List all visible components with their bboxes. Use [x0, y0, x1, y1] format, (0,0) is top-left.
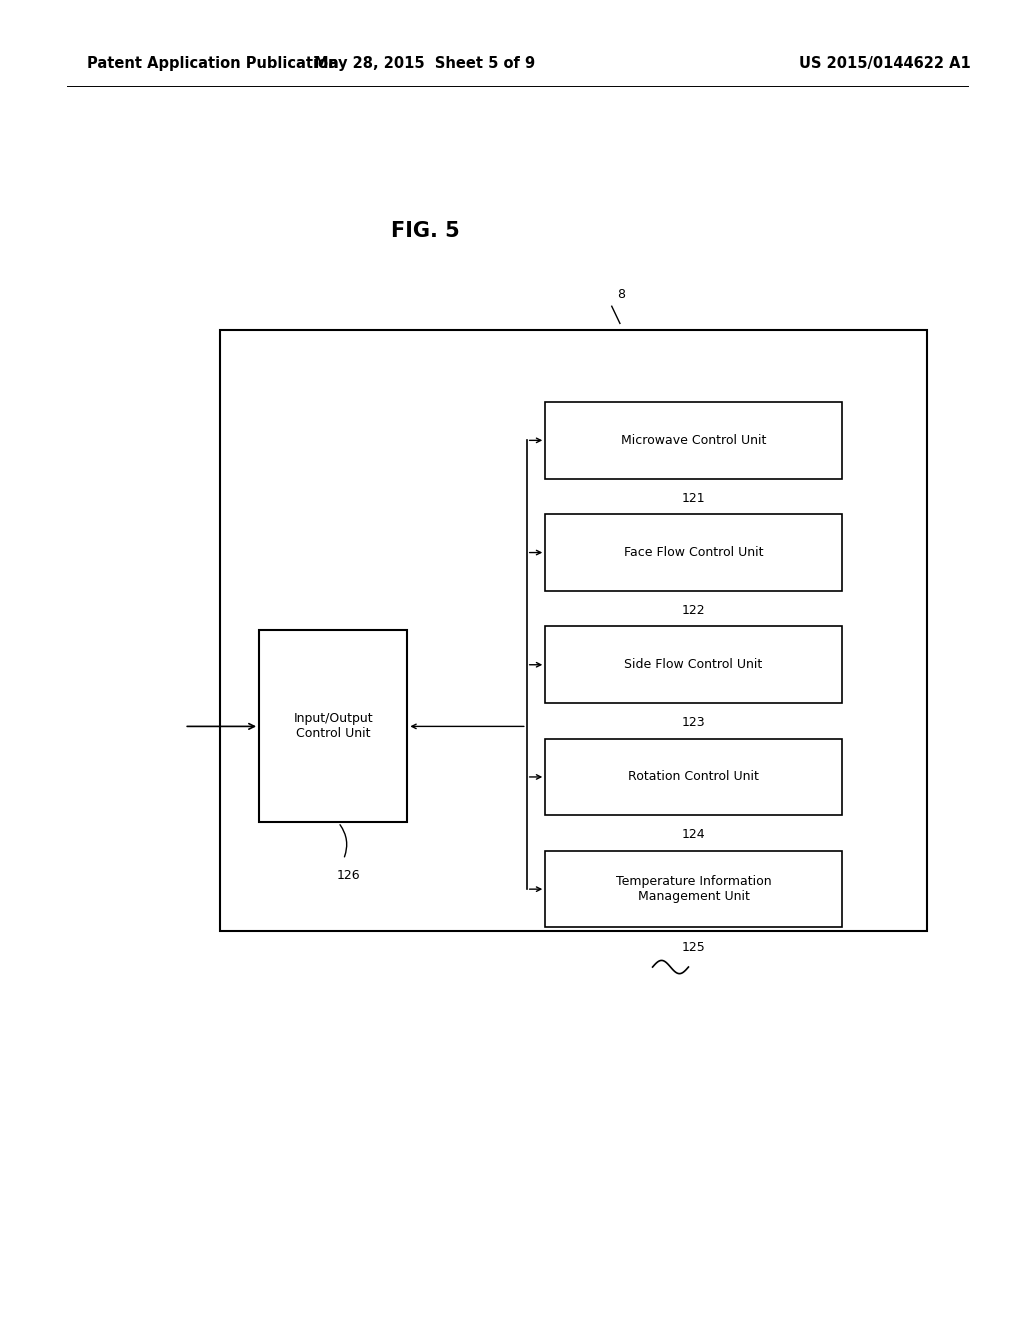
Text: 121: 121	[682, 492, 706, 504]
Text: May 28, 2015  Sheet 5 of 9: May 28, 2015 Sheet 5 of 9	[314, 55, 536, 71]
Text: Patent Application Publication: Patent Application Publication	[87, 55, 339, 71]
Text: FIG. 5: FIG. 5	[390, 220, 460, 242]
Text: 126: 126	[337, 869, 360, 882]
Bar	[545, 851, 842, 928]
Text: 8: 8	[616, 288, 625, 301]
Bar	[545, 627, 842, 704]
Text: US 2015/0144622 A1: US 2015/0144622 A1	[799, 55, 971, 71]
Bar	[545, 739, 842, 816]
Text: Microwave Control Unit: Microwave Control Unit	[621, 434, 766, 447]
Text: Input/Output
Control Unit: Input/Output Control Unit	[294, 713, 373, 741]
Bar	[545, 515, 842, 591]
Text: Temperature Information
Management Unit: Temperature Information Management Unit	[615, 875, 771, 903]
Text: 123: 123	[682, 717, 706, 729]
Text: Side Flow Control Unit: Side Flow Control Unit	[625, 659, 763, 672]
Text: Rotation Control Unit: Rotation Control Unit	[628, 771, 759, 784]
Bar	[220, 330, 927, 931]
Bar	[259, 630, 408, 822]
Bar	[545, 403, 842, 479]
Text: 125: 125	[682, 941, 706, 953]
Text: 122: 122	[682, 605, 706, 616]
Text: Face Flow Control Unit: Face Flow Control Unit	[624, 546, 763, 560]
Text: 124: 124	[682, 829, 706, 841]
